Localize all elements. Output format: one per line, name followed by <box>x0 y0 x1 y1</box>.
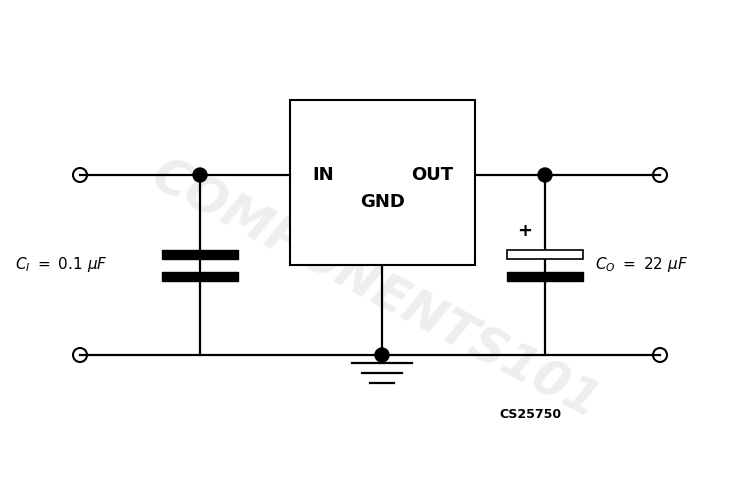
Text: COMPONENTS101: COMPONENTS101 <box>142 152 608 428</box>
Text: CS25750: CS25750 <box>499 408 561 422</box>
Bar <box>290 100 475 265</box>
Text: $C_O\ =\ 22\ \mu F$: $C_O\ =\ 22\ \mu F$ <box>595 256 688 274</box>
Text: GND: GND <box>360 194 405 212</box>
Text: OUT: OUT <box>411 166 453 184</box>
Bar <box>162 250 238 258</box>
Text: $C_I\ =\ 0.1\ \mu F$: $C_I\ =\ 0.1\ \mu F$ <box>15 256 108 274</box>
Text: +: + <box>518 222 532 240</box>
Bar <box>507 272 583 280</box>
Bar <box>162 272 238 280</box>
Circle shape <box>375 348 389 362</box>
Bar <box>507 250 583 258</box>
Circle shape <box>193 168 207 182</box>
Text: IN: IN <box>312 166 334 184</box>
Circle shape <box>538 168 552 182</box>
